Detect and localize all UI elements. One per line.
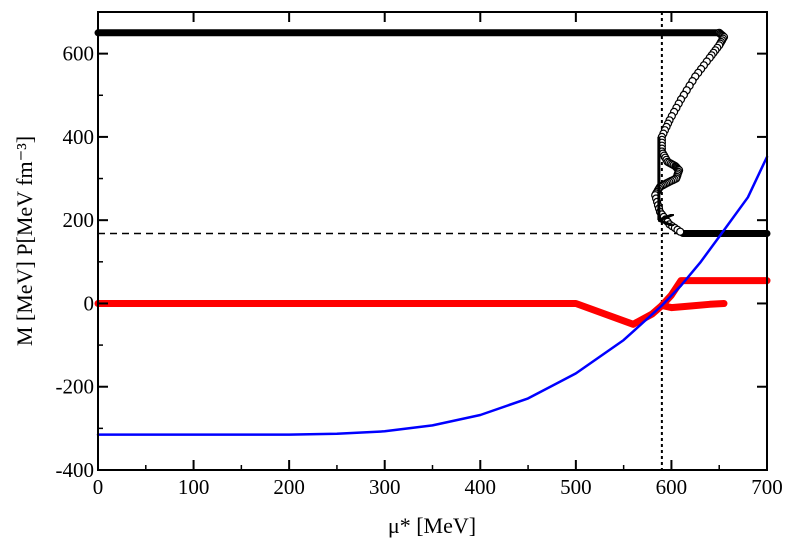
x-axis-ticks: 0 100 200 300 400 500 600 700 xyxy=(93,12,783,499)
y-axis-title: M [MeV] P[MeV fm⁻³] xyxy=(12,136,37,346)
series-line-1 xyxy=(94,277,771,328)
y-tick-label: -400 xyxy=(56,458,95,482)
y-tick-label: 200 xyxy=(63,208,95,232)
x-tick-label: 600 xyxy=(656,475,688,499)
x-tick-label: 200 xyxy=(273,475,305,499)
y-axis-ticks: -400 -200 0 200 400 600 xyxy=(56,42,767,482)
y-tick-label: 600 xyxy=(63,42,95,66)
series-point-0 xyxy=(676,227,685,236)
x-tick-label: 500 xyxy=(560,475,592,499)
x-tick-label: 400 xyxy=(465,475,497,499)
series-line-3 xyxy=(96,155,769,436)
x-tick-label: 700 xyxy=(751,475,783,499)
y-tick-label: -200 xyxy=(56,375,95,399)
series-line-2 xyxy=(658,300,728,312)
plot-frame xyxy=(97,11,768,471)
x-tick-label: 300 xyxy=(369,475,401,499)
x-tick-label: 100 xyxy=(178,475,210,499)
y-tick-label: 400 xyxy=(63,125,95,149)
x-tick-label: 0 xyxy=(93,475,104,499)
x-axis-title: μ* [MeV] xyxy=(388,513,476,538)
y-tick-label: 0 xyxy=(84,291,95,315)
plot-content xyxy=(94,12,771,470)
